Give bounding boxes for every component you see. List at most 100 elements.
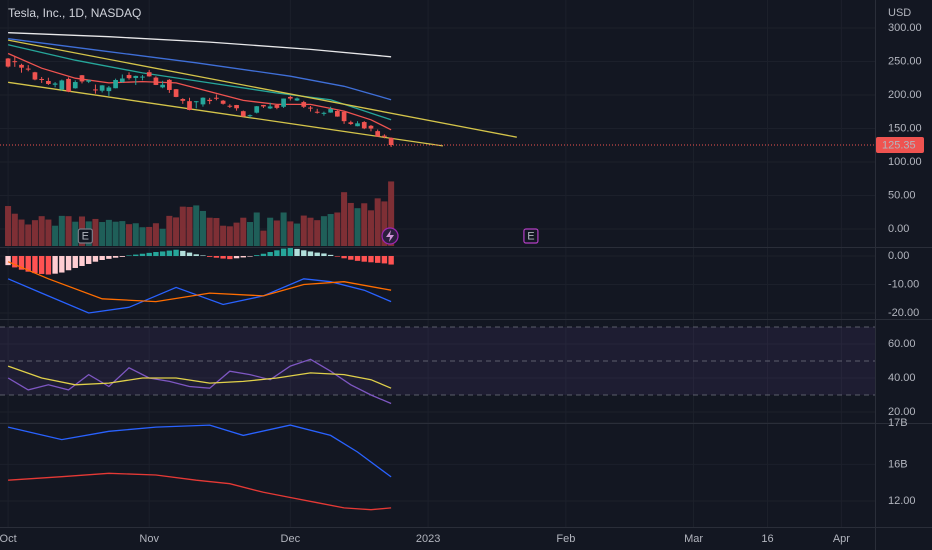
candle-body <box>375 131 381 137</box>
volume-bar <box>105 219 112 246</box>
volume-bar <box>159 228 166 246</box>
macd-histogram-bar <box>301 250 307 257</box>
volume-bar <box>226 226 233 246</box>
indicator-line <box>7 44 392 121</box>
y-tick-label: 12.00 <box>888 495 916 507</box>
macd-histogram-bar <box>18 256 25 270</box>
axes: Oct Nov Dec 2023 Feb Mar 16 Apr 300.00 250.00 200.… <box>0 22 924 545</box>
macd-histogram-bar <box>254 255 260 257</box>
candle-body <box>193 101 199 103</box>
candle-body <box>133 75 139 78</box>
macd-histogram-bar <box>99 256 105 260</box>
volume-bar <box>206 217 213 246</box>
chart-title: Tesla, Inc., 1D, NASDAQ <box>8 6 141 20</box>
currency: USD <box>888 7 911 19</box>
indicator-line <box>7 52 392 131</box>
candle-body <box>227 105 233 107</box>
macd-histogram-bar <box>341 256 347 259</box>
y-tick-label: 0.00 <box>888 250 909 262</box>
volume-bar <box>146 226 153 246</box>
volume-bar <box>166 215 173 246</box>
volume-bar <box>253 212 260 246</box>
macd-histogram-bar <box>173 249 179 257</box>
indicator-line <box>8 38 392 101</box>
macd-histogram-bar <box>146 252 152 257</box>
candle-body <box>355 123 360 127</box>
candle-body <box>173 89 179 97</box>
macd-histogram-bar <box>368 256 374 263</box>
y-tick-label: 50.00 <box>888 189 916 201</box>
macd-histogram-bar <box>334 256 341 257</box>
volume-bar <box>45 219 52 246</box>
macd-histogram-bar <box>59 256 65 273</box>
y-tick-label: 16B <box>888 458 908 470</box>
macd-histogram-bar <box>86 256 92 264</box>
candle-body <box>25 68 31 70</box>
candle-body <box>214 97 219 99</box>
volume-bar <box>126 224 133 246</box>
volume-bar <box>307 217 314 246</box>
volume-bar <box>31 220 38 246</box>
volume-bar <box>267 217 274 246</box>
volume-bar <box>320 216 327 246</box>
volume-bar <box>260 230 267 246</box>
earnings-marker[interactable] <box>523 228 539 244</box>
macd-histogram-bar <box>45 256 52 275</box>
macd-histogram-bar <box>153 252 159 257</box>
candle-body <box>267 106 273 109</box>
x-tick-label: Apr <box>833 533 850 545</box>
volume-bar <box>139 227 146 246</box>
volume-bar <box>347 202 354 246</box>
volume-bar <box>186 206 193 246</box>
x-tick-label: Nov <box>139 533 159 545</box>
candle-body <box>254 106 260 113</box>
volume-bar <box>294 223 301 246</box>
rsi-line <box>7 358 392 405</box>
pane <box>0 326 875 405</box>
macd-histogram-bar <box>65 256 72 271</box>
candle-body <box>72 82 78 89</box>
plots <box>0 32 875 511</box>
y-tick-label: -20.00 <box>888 307 919 319</box>
volume-bar <box>179 206 186 246</box>
macd-histogram-bar <box>294 248 300 257</box>
volume-bar <box>52 225 59 246</box>
candle-body <box>207 99 213 102</box>
y-tick-label: 40.00 <box>888 372 916 384</box>
candle-body <box>388 137 394 146</box>
candle-body <box>314 111 320 113</box>
earnings-label: E <box>527 230 534 242</box>
macd-histogram-bar <box>267 252 273 257</box>
volume-bar <box>193 205 200 246</box>
volume-bar <box>361 203 368 246</box>
volume-bar <box>132 223 139 246</box>
macd-histogram-bar <box>200 255 206 257</box>
volume-bar <box>354 208 361 246</box>
candle-body <box>247 115 253 117</box>
event-icon[interactable] <box>381 227 399 245</box>
macd-histogram-bar <box>287 247 294 257</box>
macd-histogram-bar <box>361 256 367 262</box>
macd-histogram-bar <box>260 253 267 257</box>
candle-body <box>39 78 45 80</box>
earnings-marker[interactable] <box>77 228 93 244</box>
candle-body <box>274 105 280 108</box>
y-tick-label: 20.00 <box>888 406 916 418</box>
series-line <box>7 424 392 478</box>
macd-histogram-bar <box>52 256 58 274</box>
candle-body <box>220 100 226 104</box>
macd-histogram-bar <box>12 256 18 268</box>
x-tick-label: 16 <box>761 533 773 545</box>
macd-histogram-bar <box>193 254 199 257</box>
x-tick-label: Feb <box>556 533 575 545</box>
volume-bar <box>25 224 32 246</box>
candle-body <box>32 72 38 80</box>
macd-histogram-bar <box>119 256 125 257</box>
volume-bar <box>381 201 388 246</box>
volume-bar <box>213 218 220 246</box>
volume-bar <box>99 222 106 246</box>
pane <box>5 247 394 314</box>
candle-body <box>382 135 387 137</box>
macd-histogram-bar <box>213 256 220 258</box>
